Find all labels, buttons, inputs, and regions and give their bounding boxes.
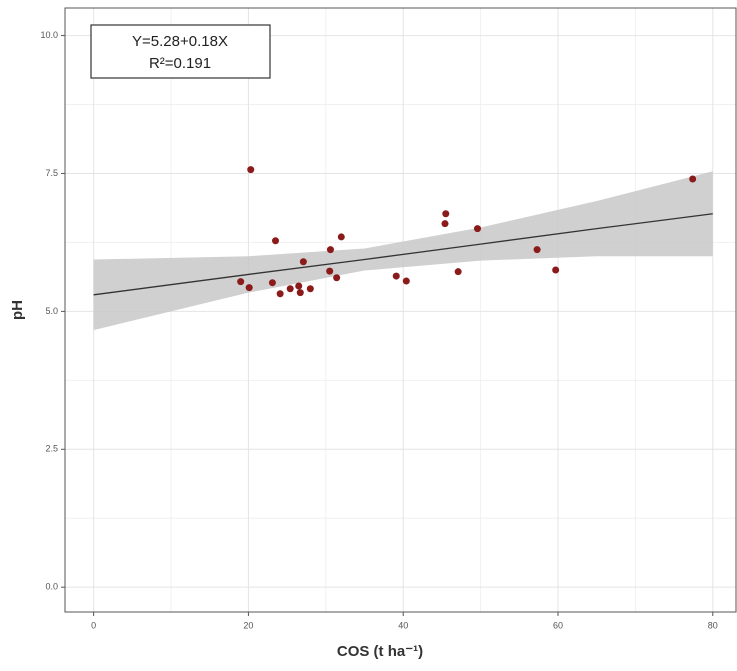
point [306,285,314,293]
annotation: Y=5.28+0.18X [132,33,228,50]
point [299,258,307,266]
x-tick-label: 0 [91,620,96,630]
y-tick-label: 2.5 [45,444,58,454]
point [326,267,334,275]
panel-border [64,7,737,613]
point [237,278,245,286]
x-tick-label: 20 [243,620,253,630]
y-tick-label: 5.0 [45,306,58,316]
point [689,175,697,183]
point [333,274,341,282]
point [286,285,294,293]
annotation: R²=0.191 [149,55,211,72]
point [295,282,303,290]
point [272,237,280,245]
y-axis-title: pH [9,300,26,320]
annotation-box [90,24,271,79]
y-tick-label: 7.5 [45,168,58,178]
point [392,272,400,280]
point [474,225,482,233]
y-tick-label: 0.0 [45,582,58,592]
point [552,266,560,274]
point [276,290,284,298]
point [441,220,449,228]
point [268,279,276,287]
y-tick-label: 10.0 [40,30,58,40]
regression-line [93,213,713,296]
point [533,246,541,254]
point [326,246,334,254]
point [402,277,410,285]
x-axis-title: COS (t ha⁻¹) [337,643,423,660]
x-tick-label: 40 [398,620,408,630]
point [296,289,304,297]
x-tick-label: 80 [708,620,718,630]
point [245,284,253,292]
point [442,210,450,218]
x-tick-label: 60 [553,620,563,630]
point [337,233,345,241]
point [454,268,462,276]
point [247,166,255,174]
